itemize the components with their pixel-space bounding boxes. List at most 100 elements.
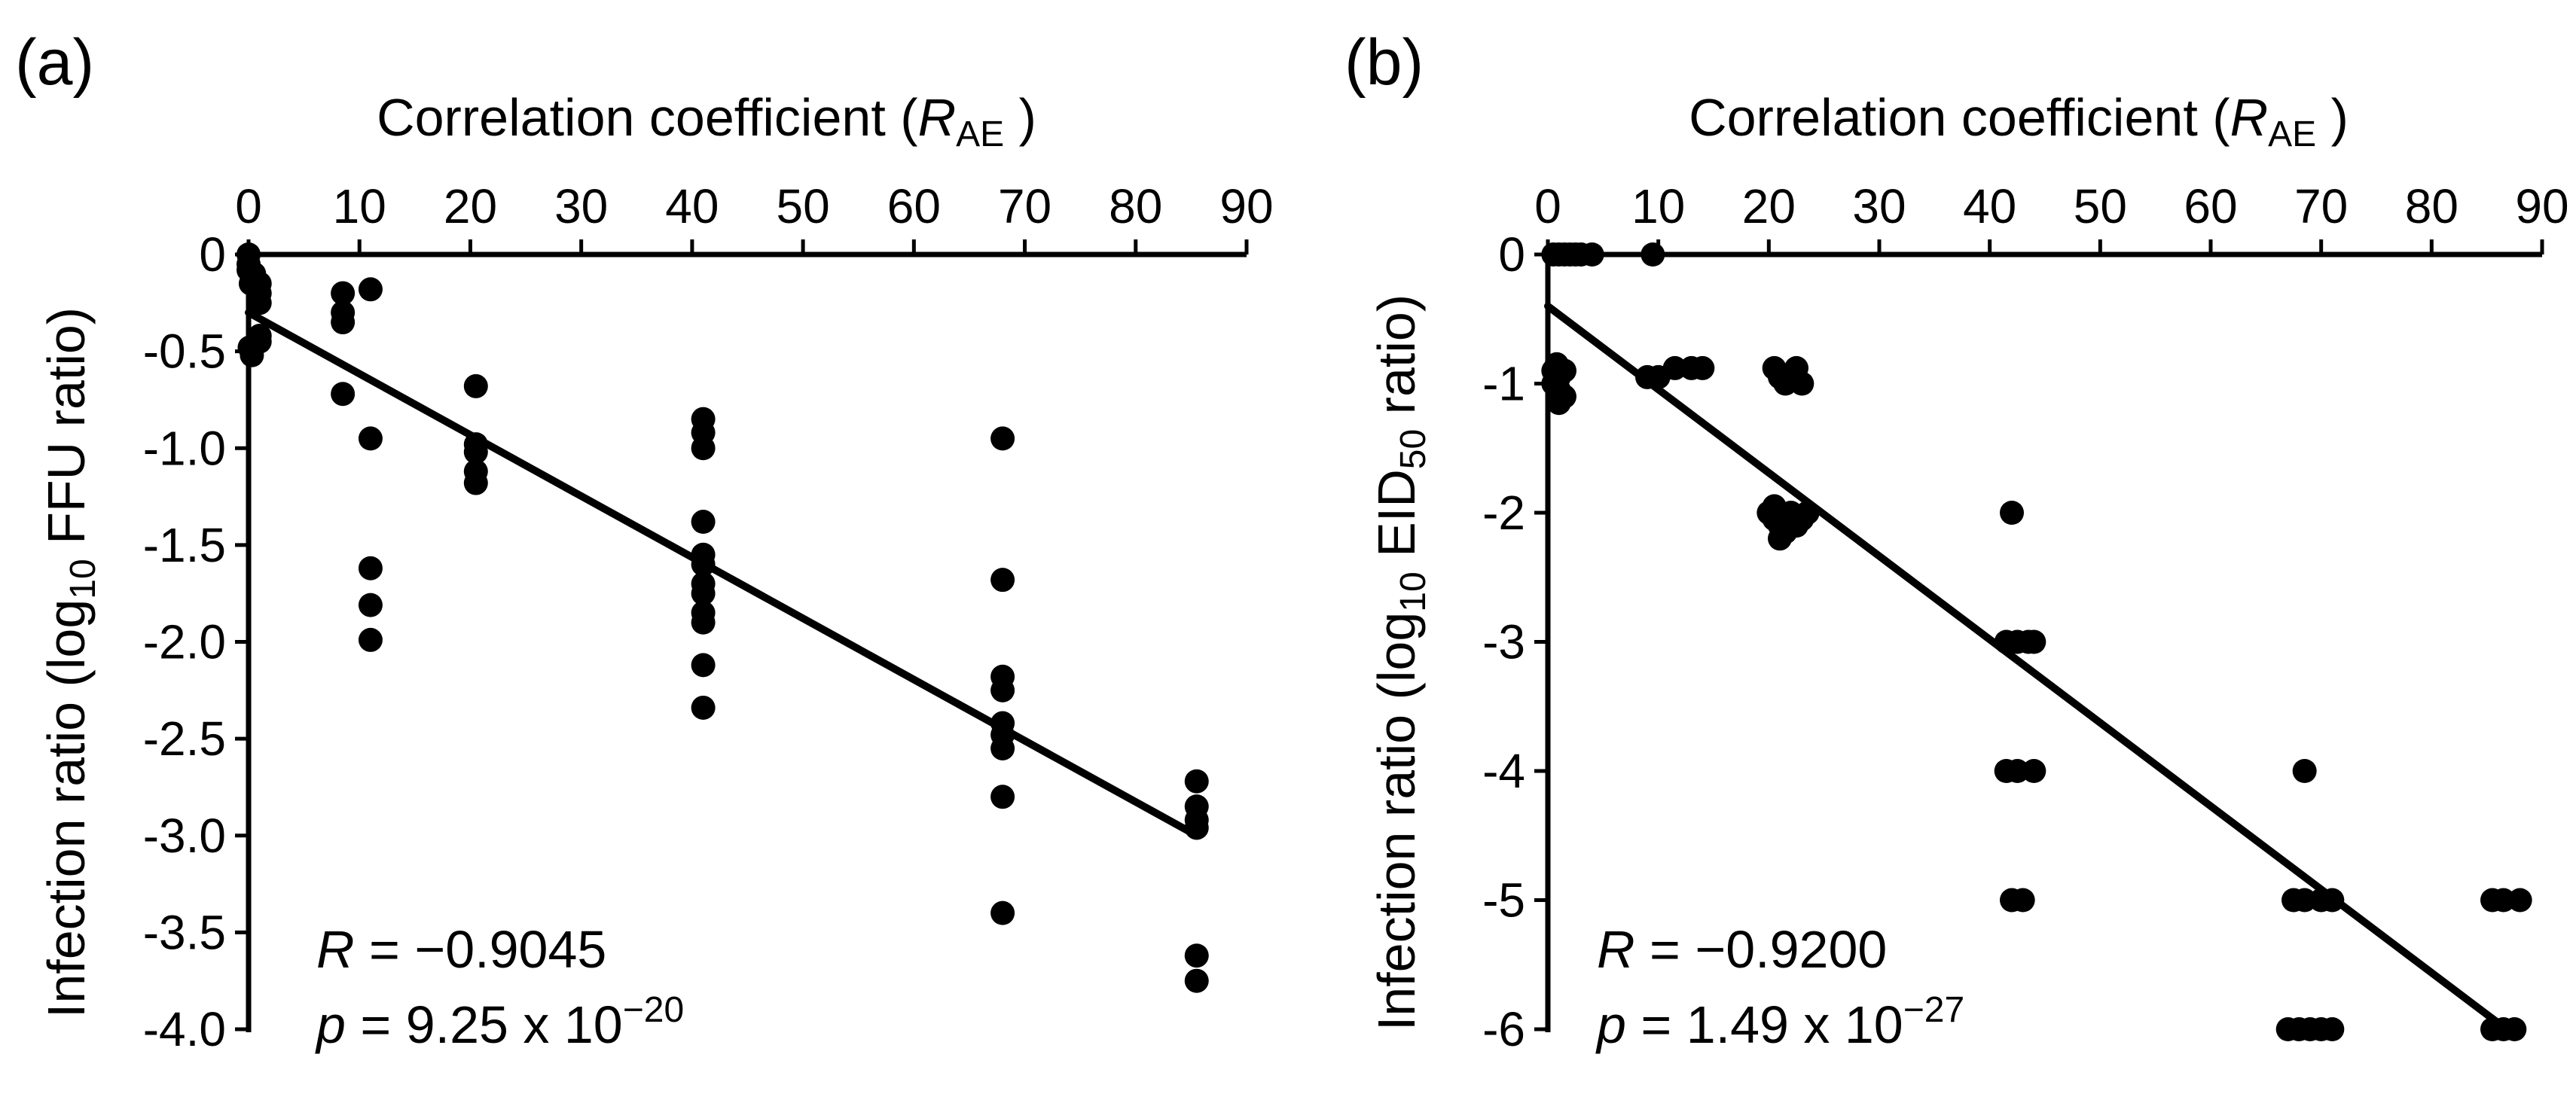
data-point <box>2502 1017 2527 1041</box>
regression-line <box>1544 302 2502 1027</box>
data-point <box>1762 494 1787 519</box>
x-tick-label: 60 <box>2184 179 2237 233</box>
data-point <box>1662 355 1687 380</box>
x-axis-title: Correlation coefficient (RAE ) <box>1689 88 2349 154</box>
y-tick-label: -3 <box>1482 615 1525 669</box>
x-tick-label: 80 <box>2405 179 2458 233</box>
y-tick-label: -3.5 <box>143 905 226 959</box>
data-point <box>1184 815 1209 840</box>
data-point <box>463 471 488 495</box>
x-tick-label: 70 <box>2294 179 2348 233</box>
x-tick-label: 90 <box>1219 179 1273 233</box>
data-point <box>1795 501 1820 525</box>
data-point <box>2005 759 2030 783</box>
data-point <box>463 373 488 398</box>
panel-a: (a) Correlation coefficient (RAE ) Infec… <box>15 26 1274 1056</box>
regression-line-group <box>245 309 1201 840</box>
data-point <box>990 900 1015 925</box>
data-point <box>2320 888 2345 913</box>
y-tick-label: 0 <box>199 227 226 282</box>
x-tick-label: 20 <box>1742 179 1796 233</box>
data-point <box>691 552 716 577</box>
y-tick-label: -1.0 <box>143 421 226 475</box>
data-point <box>2507 888 2532 913</box>
y-axis-title: Infection ratio (log10 FFU ratio) <box>37 307 103 1018</box>
x-tick-label: 50 <box>2074 179 2127 233</box>
y-tick-label: -2 <box>1482 486 1525 540</box>
data-point <box>358 627 383 652</box>
data-point <box>1790 371 1814 396</box>
data-point <box>1544 352 1569 376</box>
data-point <box>691 510 716 535</box>
y-tick-label: -1 <box>1482 357 1525 411</box>
x-tick-label: 40 <box>665 179 719 233</box>
data-point <box>1184 943 1209 968</box>
x-tick-label: 50 <box>777 179 830 233</box>
data-point <box>1641 242 1665 267</box>
data-point <box>358 593 383 617</box>
y-tick-label: -3.0 <box>143 809 226 863</box>
data-point <box>1768 526 1792 551</box>
x-tick-label: 70 <box>998 179 1051 233</box>
y-ticks: 0 -1 -2 -3 -4 -5 -6 <box>1482 227 1548 1056</box>
data-point <box>990 426 1015 451</box>
data-point <box>2292 888 2317 913</box>
regression-line-group <box>1544 302 2502 1027</box>
y-tick-label: -0.5 <box>143 325 226 379</box>
p-annotation: p = 1.49 x 10−27 <box>1595 990 1964 1054</box>
data-point <box>358 426 383 451</box>
x-tick-label: 0 <box>235 179 262 233</box>
x-tick-label: 10 <box>1631 179 1685 233</box>
data-point <box>990 736 1015 760</box>
data-point <box>1579 242 1604 267</box>
y-tick-label: -4.0 <box>143 1002 226 1056</box>
data-point <box>1690 355 1715 380</box>
x-tick-label: 10 <box>333 179 386 233</box>
data-point <box>1184 968 1209 993</box>
r-annotation: R = −0.9045 <box>316 920 606 979</box>
data-point <box>1546 391 1571 416</box>
x-ticks: 0 10 20 30 40 50 60 70 80 90 <box>235 179 1274 254</box>
x-tick-label: 30 <box>1852 179 1906 233</box>
data-point <box>691 695 716 720</box>
panel-letter: (b) <box>1344 26 1424 99</box>
y-tick-label: -1.5 <box>143 518 226 572</box>
x-ticks: 0 10 20 30 40 50 60 70 80 90 <box>1534 179 2569 254</box>
y-tick-label: -5 <box>1482 873 1525 928</box>
y-tick-label: -2.5 <box>143 712 226 766</box>
data-point <box>331 382 356 407</box>
panel-b: (b) Correlation coefficient (RAE ) Infec… <box>1344 26 2569 1056</box>
data-point <box>331 281 356 306</box>
x-tick-label: 80 <box>1109 179 1162 233</box>
data-point <box>691 581 716 606</box>
data-point <box>358 556 383 580</box>
data-point <box>2022 629 2046 654</box>
data-point <box>691 653 716 678</box>
x-tick-label: 0 <box>1534 179 1561 233</box>
y-axis-title: Infection ratio (log10 EID50 ratio) <box>1367 294 1433 1031</box>
data-point <box>990 785 1015 809</box>
x-tick-label: 60 <box>887 179 941 233</box>
x-tick-label: 30 <box>554 179 608 233</box>
data-point <box>990 568 1015 593</box>
x-axis-title: Correlation coefficient (RAE ) <box>377 88 1036 154</box>
data-point <box>2491 888 2516 913</box>
p-annotation: p = 9.25 x 10−20 <box>315 990 684 1054</box>
data-point <box>247 329 272 354</box>
data-point <box>247 291 272 315</box>
data-point <box>463 440 488 465</box>
y-ticks: 0 -0.5 -1.0 -1.5 -2.0 -2.5 -3.0 -3.5 -4.0 <box>143 227 249 1056</box>
x-tick-label: 90 <box>2515 179 2568 233</box>
data-point <box>2000 501 2024 525</box>
data-point <box>691 610 716 635</box>
data-point <box>2292 759 2317 783</box>
y-tick-label: -4 <box>1482 744 1525 798</box>
data-point <box>331 310 356 335</box>
x-tick-label: 20 <box>444 179 497 233</box>
data-point <box>1184 769 1209 794</box>
data-point <box>358 277 383 302</box>
data-points <box>237 242 1209 993</box>
regression-line <box>245 309 1201 840</box>
panel-letter: (a) <box>15 26 94 99</box>
